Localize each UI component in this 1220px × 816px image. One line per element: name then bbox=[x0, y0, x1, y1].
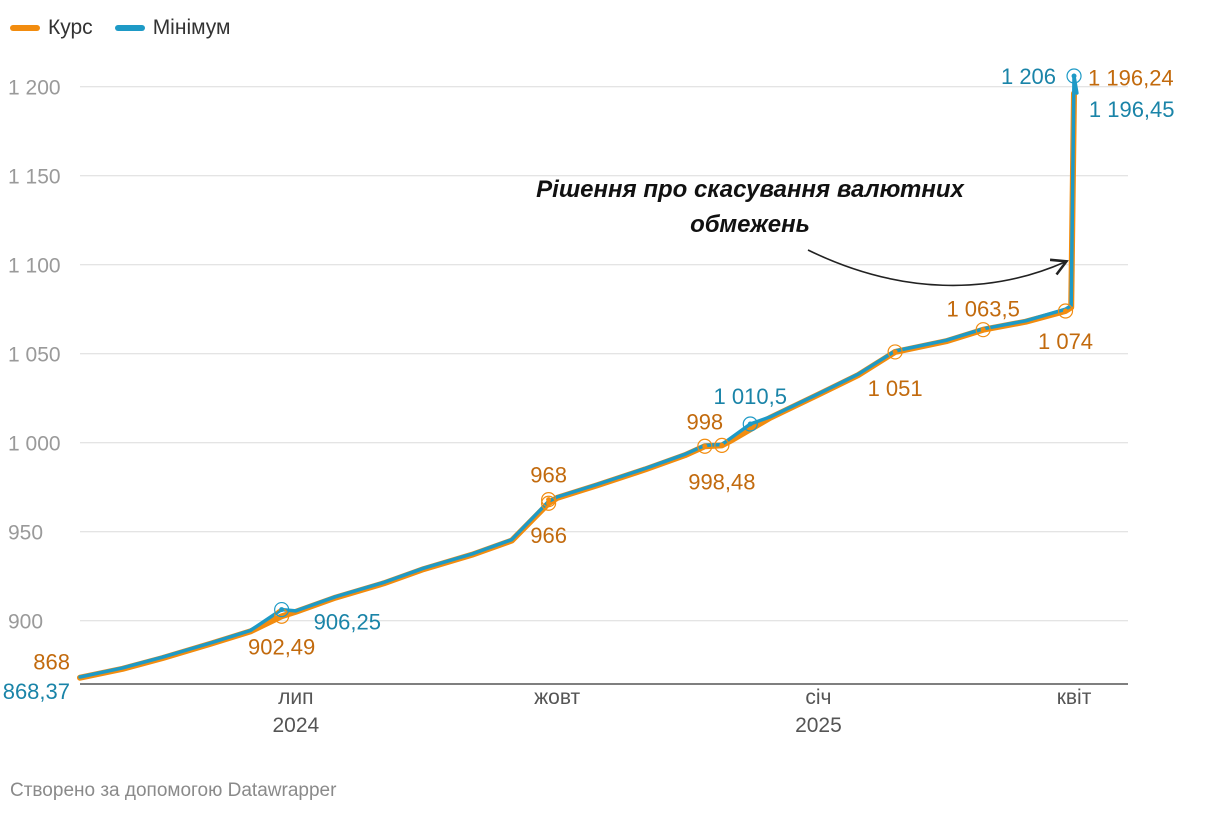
data-label: 1 206 bbox=[1001, 64, 1056, 89]
legend-label-kurs: Курс bbox=[48, 16, 93, 39]
data-label: 998 bbox=[686, 409, 723, 434]
value-marker-dot bbox=[980, 327, 986, 333]
data-label: 1 074 bbox=[1038, 329, 1093, 354]
y-tick-label: 1 050 bbox=[8, 344, 61, 367]
data-label: 1 196,45 bbox=[1089, 97, 1175, 122]
data-label: 1 196,24 bbox=[1088, 65, 1174, 90]
x-tick-label: жовт bbox=[534, 686, 580, 709]
data-label: 1 051 bbox=[868, 376, 923, 401]
legend-item-kurs[interactable]: Курс bbox=[10, 16, 93, 40]
value-marker bbox=[697, 438, 713, 454]
value-marker bbox=[541, 492, 557, 508]
value-marker-dot bbox=[546, 497, 552, 503]
legend-swatch-minimum bbox=[114, 25, 145, 31]
value-marker bbox=[1057, 303, 1074, 319]
value-marker-dot bbox=[1063, 308, 1069, 314]
y-tick-label: 1 000 bbox=[8, 433, 61, 456]
value-marker-dot bbox=[279, 607, 285, 613]
value-marker-dot bbox=[719, 442, 725, 448]
value-marker bbox=[274, 601, 290, 618]
y-tick-label: 1 150 bbox=[8, 166, 61, 189]
x-tick-label: квіт bbox=[1057, 686, 1092, 709]
value-marker-dot bbox=[1071, 73, 1077, 79]
data-label: 1 010,5 bbox=[714, 384, 787, 409]
data-label: 906,25 bbox=[314, 610, 381, 635]
data-label: 966 bbox=[530, 523, 567, 548]
x-tick-year-label: 2024 bbox=[272, 714, 319, 737]
value-marker-dot bbox=[702, 443, 708, 449]
data-label: 868,37 bbox=[3, 679, 70, 704]
value-marker bbox=[1066, 68, 1082, 84]
legend-item-minimum[interactable]: Мінімум bbox=[114, 16, 231, 40]
legend-swatch-kurs bbox=[10, 25, 40, 31]
x-tick-label: лип bbox=[278, 686, 313, 709]
x-tick-year-label: 2025 bbox=[795, 714, 842, 737]
data-label: 968 bbox=[530, 463, 567, 488]
y-tick-label: 950 bbox=[8, 522, 43, 545]
value-marker bbox=[975, 322, 991, 338]
annotation-line2: обмежень bbox=[690, 211, 810, 238]
legend: Курс Мінімум bbox=[10, 16, 230, 40]
value-marker bbox=[887, 344, 903, 360]
y-tick-label: 1 200 bbox=[8, 77, 61, 100]
legend-label-minimum: Мінімум bbox=[152, 16, 231, 39]
x-tick-label: січ bbox=[805, 686, 831, 709]
value-marker-dot bbox=[546, 500, 552, 506]
data-label: 998,48 bbox=[688, 469, 755, 494]
value-marker bbox=[714, 437, 730, 454]
value-marker-dot bbox=[892, 349, 898, 355]
data-label: 1 063,5 bbox=[946, 297, 1019, 322]
y-tick-label: 1 100 bbox=[8, 255, 61, 278]
annotation-line1: Рішення про скасування валютних bbox=[536, 176, 965, 203]
value-marker bbox=[742, 416, 758, 432]
series-line-minimum bbox=[78, 74, 1079, 679]
y-tick-label: 900 bbox=[8, 611, 43, 634]
annotation-arrow bbox=[807, 249, 1069, 287]
data-label: 868 bbox=[33, 650, 70, 675]
data-label: 902,49 bbox=[248, 634, 315, 659]
value-marker-dot bbox=[747, 421, 753, 427]
value-marker bbox=[541, 495, 557, 511]
credit-footer: Створено за допомогою Datawrapper bbox=[10, 780, 337, 801]
